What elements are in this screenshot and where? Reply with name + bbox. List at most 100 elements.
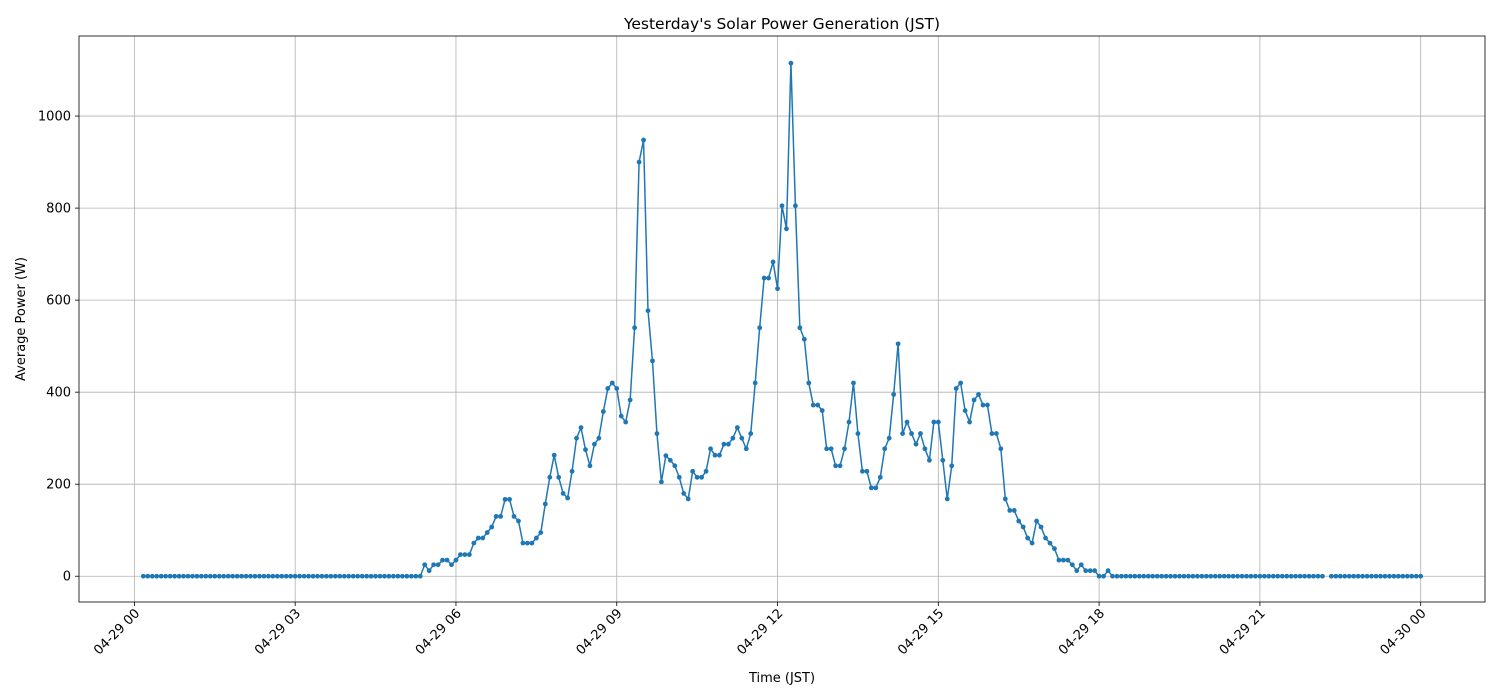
data-point: [717, 452, 722, 458]
data-point: [225, 573, 231, 579]
data-point: [257, 573, 262, 579]
data-point: [1150, 573, 1156, 579]
data-point: [587, 463, 593, 469]
data-point: [1011, 508, 1017, 513]
data-point: [283, 573, 289, 579]
data-point: [1297, 573, 1303, 579]
data-point: [1302, 573, 1307, 579]
data-point: [757, 325, 763, 331]
data-point: [931, 419, 937, 425]
data-point: [1342, 573, 1348, 579]
data-point: [632, 325, 638, 331]
data-point: [1244, 573, 1249, 579]
data-point: [542, 501, 548, 507]
data-point: [627, 397, 633, 403]
data-point: [900, 431, 905, 436]
data-point: [1248, 573, 1254, 579]
chart-title: Yesterday's Solar Power Generation (JST): [623, 15, 940, 33]
x-tick-label: 04-29 03: [252, 606, 304, 658]
data-point: [819, 408, 825, 413]
data-point: [864, 468, 870, 474]
data-point: [176, 573, 182, 579]
data-point: [337, 573, 343, 579]
data-point: [480, 535, 486, 541]
data-point: [605, 386, 611, 391]
data-point: [355, 573, 361, 579]
data-point: [578, 425, 584, 430]
data-point: [341, 573, 347, 579]
data-point: [538, 530, 544, 535]
data-point: [556, 474, 562, 480]
data-point: [846, 419, 852, 425]
data-point: [458, 552, 463, 558]
data-point: [636, 159, 642, 165]
data-point: [958, 380, 964, 386]
data-point: [1413, 573, 1419, 579]
data-point: [641, 137, 646, 143]
data-point: [694, 474, 700, 480]
data-point: [726, 441, 731, 447]
data-point: [1288, 573, 1294, 579]
data-point: [1194, 573, 1200, 579]
data-point: [145, 573, 151, 579]
data-point: [690, 468, 696, 474]
data-point: [368, 573, 374, 579]
data-point: [498, 514, 504, 519]
data-point: [739, 435, 745, 441]
y-tick-label: 600: [46, 294, 71, 309]
data-point: [319, 573, 325, 579]
data-point: [507, 496, 512, 502]
data-point: [395, 573, 401, 579]
data-point: [815, 402, 821, 408]
data-point: [1261, 573, 1267, 579]
data-point: [1190, 573, 1196, 579]
data-point: [453, 557, 459, 563]
data-point: [967, 419, 972, 425]
data-point: [685, 496, 691, 502]
data-point: [1360, 573, 1366, 579]
data-point: [1038, 524, 1044, 530]
data-point: [1060, 557, 1066, 563]
data-point: [583, 447, 588, 453]
data-point: [1239, 573, 1245, 579]
data-point: [382, 573, 387, 579]
data-point: [1400, 573, 1406, 579]
data-point: [190, 573, 195, 579]
data-point: [1181, 573, 1187, 579]
data-point: [1284, 573, 1290, 579]
data-point: [1212, 573, 1218, 579]
data-point: [989, 431, 995, 436]
data-point: [1025, 535, 1031, 541]
data-point: [1333, 573, 1339, 579]
data-point: [471, 540, 477, 546]
data-point: [1074, 568, 1080, 574]
data-point: [1002, 496, 1008, 502]
data-point: [547, 474, 553, 480]
data-point: [1043, 535, 1048, 541]
data-point: [516, 518, 521, 524]
data-point: [1168, 573, 1173, 579]
data-point: [980, 402, 986, 408]
data-point: [1007, 508, 1013, 513]
data-point: [239, 573, 244, 579]
data-point: [1114, 573, 1120, 579]
data-point: [484, 530, 490, 535]
data-point: [788, 60, 794, 66]
data-point: [1047, 540, 1053, 546]
x-axis-label: Time (JST): [748, 671, 815, 686]
data-point: [730, 435, 736, 441]
data-point: [560, 491, 566, 496]
data-point: [1208, 573, 1214, 579]
data-point: [877, 474, 883, 480]
data-point: [297, 573, 303, 579]
plot-frame: [78, 35, 1486, 603]
data-point: [221, 573, 227, 579]
data-point: [1034, 518, 1039, 524]
data-point: [203, 573, 209, 579]
data-point: [913, 441, 919, 447]
data-point: [140, 573, 146, 579]
data-point: [404, 573, 410, 579]
data-point: [373, 573, 378, 579]
data-point: [279, 573, 285, 579]
